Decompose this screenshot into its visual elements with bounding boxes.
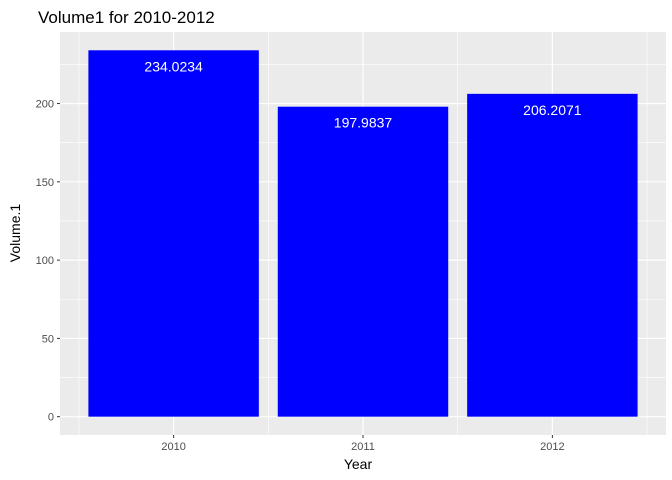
y-axis-title: Volume.1 <box>7 204 23 263</box>
x-axis: 2010 2011 2012 <box>161 435 565 453</box>
bar-labels-group: 234.0234 197.9837 206.2071 <box>144 58 581 130</box>
bar-value-label: 234.0234 <box>144 58 203 74</box>
y-tick-label: 100 <box>36 255 54 267</box>
y-tick-label: 150 <box>36 177 54 189</box>
x-tick-label: 2012 <box>540 441 564 453</box>
x-tick-label: 2010 <box>161 441 185 453</box>
bar-2011 <box>277 106 449 417</box>
y-tick-label: 0 <box>48 412 54 424</box>
bar-2010 <box>88 50 259 417</box>
y-tick-label: 200 <box>36 99 54 111</box>
chart-title: Volume1 for 2010-2012 <box>38 8 215 27</box>
x-axis-title: Year <box>344 456 373 472</box>
bar-2012 <box>467 93 638 417</box>
x-tick-label: 2011 <box>351 441 375 453</box>
bar-value-label: 206.2071 <box>523 102 582 118</box>
y-axis: 0 50 100 150 200 <box>36 99 60 424</box>
y-tick-label: 50 <box>42 333 54 345</box>
bars-group <box>88 50 638 417</box>
bar-value-label: 197.9837 <box>334 115 393 131</box>
